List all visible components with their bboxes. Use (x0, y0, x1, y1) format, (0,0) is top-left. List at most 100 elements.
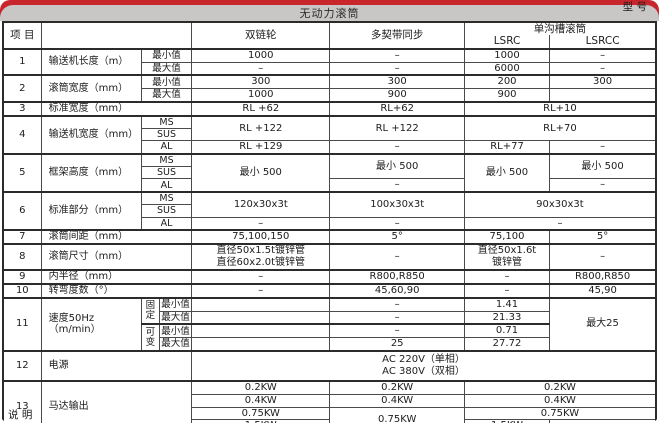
value-cell: – (463, 269, 551, 285)
value-cell: 最大25 (549, 296, 657, 352)
value-cell: – (463, 282, 551, 299)
sub-label-cell: 最大值 (158, 337, 193, 352)
row-label-cell: 转弯度数（°） (40, 282, 193, 299)
item-number-cell: 11 (2, 296, 42, 352)
value-cell: – (329, 296, 465, 312)
value-cell: 75,100,150 (191, 229, 331, 245)
value-cell: – (549, 178, 657, 193)
column-header-cell: LSRC (463, 35, 551, 50)
item-number-cell: 1 (2, 47, 42, 76)
item-number-cell: 10 (2, 282, 42, 299)
value-cell: 最小 500 (463, 152, 551, 193)
page-title: 无动力滚筒 (299, 7, 360, 20)
sub-label-cell: 最大值 (158, 310, 193, 325)
sub-label-cell: 最大值 (140, 61, 193, 76)
title-bar: 无动力滚筒 (0, 5, 659, 21)
sub-label-cell: AL (140, 216, 193, 231)
row-label-cell: 滚筒尺寸（mm） (40, 243, 193, 271)
item-number-cell: 9 (2, 269, 42, 285)
value-cell: RL +122 (329, 114, 465, 142)
sub-label-cell: 最小值 (158, 296, 193, 312)
value-cell: 0.75KW (329, 406, 465, 423)
row-label-cell: 框架高度（mm） (40, 152, 142, 193)
item-number-cell: 13 (2, 379, 42, 423)
value-cell: 最小 500 (549, 152, 657, 180)
value-cell: RL +62 (191, 100, 331, 117)
value-cell: – (329, 310, 465, 325)
value-cell: R800,R850 (549, 269, 657, 285)
value-cell: – (463, 216, 657, 231)
value-cell: – (191, 269, 331, 285)
value-cell: – (549, 61, 657, 76)
value-cell: 0.4KW (191, 393, 331, 408)
sub-label-cell: 最小值 (158, 323, 193, 339)
value-cell: 27.72 (463, 337, 551, 352)
value-cell: 120x30x3t (191, 191, 331, 218)
value-cell: 900 (463, 88, 551, 103)
group-label-cell: 可 变 (140, 323, 160, 352)
row-label-cell: 标准部分（mm） (40, 191, 142, 231)
item-number-cell: 8 (2, 243, 42, 271)
sub-label-cell: MS (140, 191, 193, 206)
value-cell (191, 323, 331, 339)
item-number-cell: 7 (2, 229, 42, 245)
item-number-cell: 5 (2, 152, 42, 193)
row-label-cell: 电源 (40, 349, 193, 382)
row-label-cell: 输送机长度（m） (40, 47, 142, 76)
value-cell (549, 88, 657, 103)
value-cell: 1000 (463, 47, 551, 63)
row-label-cell: 输送机宽度（mm） (40, 114, 142, 155)
value-cell: – (329, 61, 465, 76)
value-cell: RL +122 (191, 114, 331, 142)
value-cell: 0.2KW (463, 379, 657, 395)
column-header-cell: 单沟槽滚筒 (463, 21, 657, 36)
row-label-cell: 滚筒间距（mm） (40, 229, 193, 245)
value-cell: 直径50x1.6t 镀锌管 (463, 243, 551, 271)
column-header-cell: LSRCC (549, 35, 657, 50)
value-cell: RL+70 (463, 114, 657, 142)
value-cell: 21.33 (463, 310, 551, 325)
value-cell (191, 296, 331, 312)
sub-label-cell: 最大值 (140, 88, 193, 103)
sub-label-cell: MS (140, 152, 193, 168)
sub-label-cell: MS (140, 114, 193, 129)
item-number-cell: 6 (2, 191, 42, 231)
value-cell: 90x30x3t (463, 191, 657, 218)
value-cell: – (329, 323, 465, 339)
value-cell: 100x30x3t (329, 191, 465, 218)
row-label-cell: 内半径（mm） (40, 269, 193, 285)
value-cell: RL+77 (463, 140, 551, 155)
value-cell: – (329, 140, 465, 155)
column-header-cell: 多契带同步 (329, 21, 465, 50)
value-cell: R800,R850 (329, 269, 465, 285)
value-cell: 45,60,90 (329, 282, 465, 299)
value-cell (191, 337, 331, 352)
item-number-cell: 12 (2, 349, 42, 382)
item-number-cell: 2 (2, 74, 42, 103)
header-diagonal-cell: 说 明型 号 (8, 1, 647, 421)
value-cell: 25 (329, 337, 465, 352)
sub-label-cell: SUS (140, 127, 193, 142)
value-cell: 0.4KW (463, 393, 657, 408)
row-label-cell: 速度50Hz（m/min） (40, 296, 142, 352)
value-cell (191, 310, 331, 325)
value-cell: 300 (191, 74, 331, 90)
value-cell: 5° (329, 229, 465, 245)
value-cell: – (549, 47, 657, 63)
row-label-cell: 标准宽度（mm） (40, 100, 193, 117)
value-cell: 0.75KW (191, 406, 331, 421)
value-cell: 0.75KW (463, 406, 657, 421)
item-number-cell: 3 (2, 100, 42, 117)
sub-label-cell: 最小值 (140, 47, 193, 63)
sub-label-cell: SUS (140, 166, 193, 180)
value-cell: 直径50x1.5t镀锌管 直径60x2.0t镀锌管 (191, 243, 331, 271)
value-cell: 45,90 (549, 282, 657, 299)
value-cell: 200 (463, 74, 551, 90)
value-cell: – (191, 282, 331, 299)
value-cell: 300 (549, 74, 657, 90)
value-cell: 0.71 (463, 323, 551, 339)
column-header-cell: 项 目 (2, 21, 42, 50)
value-cell: – (191, 216, 331, 231)
